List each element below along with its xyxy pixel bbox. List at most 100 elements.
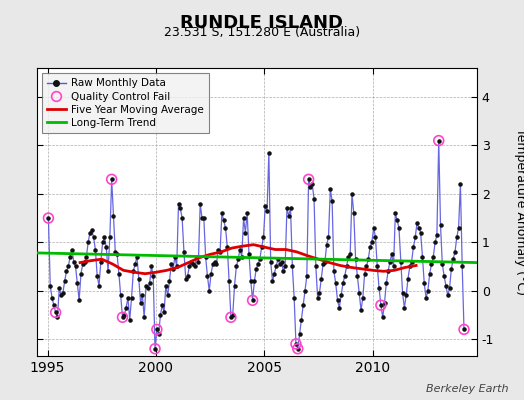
Point (286, 205, 294, 212)
Point (110, 212, 118, 219)
Point (73, 280, 82, 286)
Point (223, 244, 232, 250)
Point (380, 300, 389, 306)
Point (227, 314, 235, 320)
Point (239, 215, 248, 221)
Point (285, 212, 293, 219)
Point (425, 270, 434, 277)
Point (228, 312, 237, 318)
Point (257, 244, 266, 250)
Point (335, 304, 344, 311)
Point (201, 254, 210, 260)
Point (315, 290, 324, 296)
Point (198, 215, 206, 221)
Point (44, 215, 52, 221)
Point (212, 261, 221, 267)
Point (332, 280, 340, 286)
Point (79, 261, 87, 267)
Point (156, 312, 165, 318)
Point (453, 234, 461, 241)
Point (299, 302, 308, 308)
Point (395, 224, 403, 231)
Point (259, 234, 268, 241)
Point (391, 210, 399, 216)
Point (261, 203, 269, 209)
Point (279, 268, 288, 274)
Point (456, 181, 465, 187)
Point (142, 283, 150, 289)
Point (243, 210, 252, 216)
Point (248, 297, 257, 304)
Point (80, 258, 89, 265)
Point (375, 285, 383, 292)
Point (147, 263, 156, 270)
Point (207, 270, 215, 277)
Point (384, 268, 392, 274)
Point (321, 258, 329, 265)
Point (355, 290, 364, 296)
Point (77, 270, 85, 277)
Point (304, 176, 313, 182)
Point (160, 309, 168, 316)
Point (364, 256, 373, 262)
Point (107, 176, 116, 182)
Point (220, 217, 228, 224)
Point (191, 263, 199, 270)
Point (417, 229, 425, 236)
Point (326, 186, 334, 192)
Point (124, 295, 132, 301)
Point (252, 266, 260, 272)
Point (319, 261, 328, 267)
Point (460, 326, 468, 332)
Point (328, 198, 336, 204)
Point (144, 285, 152, 292)
Point (414, 224, 423, 231)
Point (265, 150, 273, 156)
Point (64, 263, 72, 270)
Point (169, 266, 177, 272)
Point (247, 278, 255, 284)
Point (256, 256, 264, 262)
Point (406, 263, 414, 270)
Point (460, 326, 468, 332)
Point (138, 292, 147, 299)
Point (236, 246, 244, 253)
Point (171, 254, 179, 260)
Point (292, 341, 300, 347)
Point (272, 263, 280, 270)
Point (241, 229, 249, 236)
Point (211, 258, 219, 265)
Point (62, 268, 71, 274)
Point (183, 273, 192, 279)
Point (248, 297, 257, 304)
Point (66, 254, 74, 260)
Point (167, 261, 176, 267)
Point (411, 234, 419, 241)
Point (250, 278, 259, 284)
Point (59, 290, 67, 296)
Point (369, 224, 378, 231)
Point (214, 246, 223, 253)
Point (427, 261, 435, 267)
Point (118, 314, 127, 320)
Point (393, 217, 401, 224)
Legend: Raw Monthly Data, Quality Control Fail, Five Year Moving Average, Long-Term Tren: Raw Monthly Data, Quality Control Fail, … (42, 73, 209, 133)
Point (53, 314, 62, 320)
Point (389, 263, 398, 270)
Point (267, 258, 275, 265)
Point (288, 263, 297, 270)
Point (445, 285, 454, 292)
Point (232, 263, 241, 270)
Point (358, 295, 367, 301)
Point (388, 251, 396, 258)
Point (155, 331, 163, 338)
Point (306, 183, 314, 190)
Point (227, 314, 235, 320)
Point (303, 273, 311, 279)
Point (352, 256, 360, 262)
Point (290, 295, 298, 301)
Point (140, 314, 148, 320)
Point (104, 268, 112, 274)
Point (118, 314, 127, 320)
Point (324, 234, 333, 241)
